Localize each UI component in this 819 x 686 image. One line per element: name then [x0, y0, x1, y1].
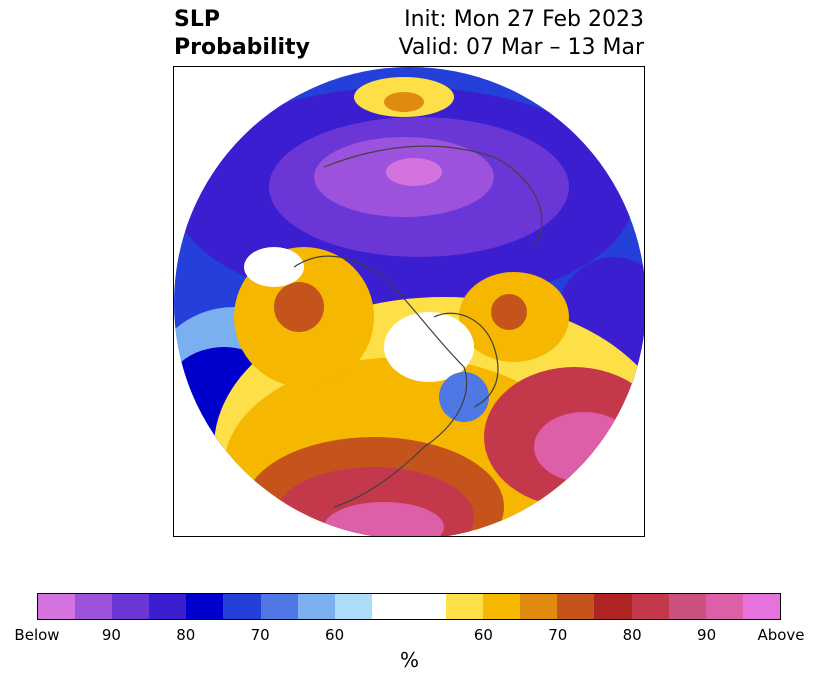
colorbar-tick-label: 90: [101, 626, 121, 644]
colorbar-swatch: [594, 594, 632, 619]
colorbar-swatch: [668, 594, 706, 619]
colorbar-swatch: [631, 594, 669, 619]
field-us-max: [324, 502, 444, 536]
field-north-core: [384, 92, 424, 112]
valid-range: Valid: 07 Mar – 13 Mar: [398, 35, 644, 60]
chart-dates: Init: Mon 27 Feb 2023 Valid: 07 Mar – 13…: [399, 6, 644, 62]
colorbar-swatch: [408, 594, 447, 619]
colorbar-tick-label: 80: [622, 626, 642, 644]
field-neutral-west: [244, 247, 304, 287]
colorbar-swatch: [705, 594, 743, 619]
colorbar-swatch: [112, 594, 150, 619]
title-variable: SLP: [174, 7, 220, 32]
colorbar-swatch: [557, 594, 595, 619]
colorbar-swatch: [446, 594, 484, 619]
colorbar-swatch: [38, 594, 76, 619]
colorbar-tick-label: 70: [548, 626, 568, 644]
colorbar: [37, 593, 781, 620]
field-arctic-peak: [386, 158, 442, 186]
colorbar-swatch: [223, 594, 261, 619]
colorbar-tick-label: 70: [250, 626, 270, 644]
field-greenland-core: [491, 294, 527, 330]
field-neutral-arctic-canada: [384, 312, 474, 382]
polar-map: [173, 66, 645, 537]
colorbar-tick-label: 60: [325, 626, 345, 644]
colorbar-swatch: [75, 594, 113, 619]
field-atlantic-max: [534, 412, 634, 482]
colorbar-tick-labels: Below 90 80 70 60 60 70 80 90 Above: [0, 626, 819, 648]
field-alaska-core: [274, 282, 324, 332]
colorbar-swatch: [334, 594, 372, 619]
colorbar-tick-label: 80: [176, 626, 196, 644]
colorbar-tick-label: 90: [697, 626, 717, 644]
colorbar-swatch: [186, 594, 224, 619]
colorbar-swatch: [520, 594, 558, 619]
colorbar-tick-label: 60: [473, 626, 493, 644]
field-hudson-low: [439, 372, 489, 422]
colorbar-swatch: [297, 594, 335, 619]
title-metric: Probability: [174, 35, 310, 60]
colorbar-tick-label: Above: [757, 626, 805, 644]
probability-field: [174, 67, 644, 536]
coastlines: [293, 145, 543, 508]
colorbar-swatch: [149, 594, 187, 619]
colorbar-swatch: [260, 594, 298, 619]
colorbar-swatch: [742, 594, 780, 619]
chart-title: SLP Probability: [174, 6, 310, 62]
colorbar-swatch: [483, 594, 521, 619]
init-date: Init: Mon 27 Feb 2023: [404, 7, 644, 32]
colorbar-tick-label: Below: [14, 626, 60, 644]
colorbar-swatch: [371, 594, 409, 619]
colorbar-unit: %: [399, 648, 419, 672]
